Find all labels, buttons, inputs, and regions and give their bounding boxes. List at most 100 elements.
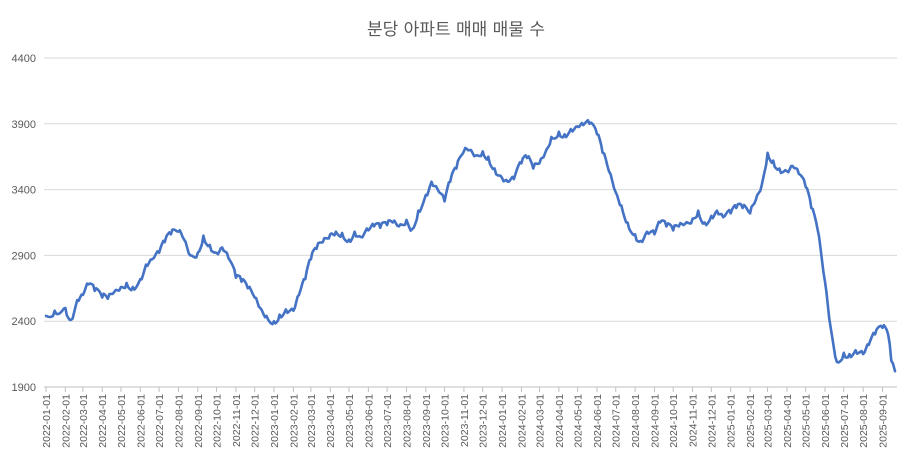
data-point bbox=[329, 234, 331, 236]
data-point bbox=[716, 210, 718, 212]
data-point bbox=[398, 226, 400, 228]
data-point bbox=[285, 309, 287, 311]
data-point bbox=[589, 123, 591, 125]
data-point bbox=[170, 234, 172, 236]
data-point bbox=[298, 294, 300, 296]
data-point bbox=[672, 230, 674, 232]
data-point bbox=[564, 134, 566, 136]
y-tick-label: 1900 bbox=[12, 382, 36, 394]
data-point bbox=[444, 201, 446, 203]
x-tick-label: 2024-08-01 bbox=[630, 394, 642, 448]
data-point bbox=[254, 297, 256, 299]
data-point bbox=[107, 298, 109, 300]
data-point bbox=[164, 241, 166, 243]
x-tick-label: 2025-02-01 bbox=[745, 394, 757, 448]
data-point bbox=[767, 152, 769, 154]
data-point bbox=[558, 131, 560, 133]
x-tick-label: 2025-04-01 bbox=[782, 394, 794, 448]
data-point bbox=[887, 334, 889, 336]
data-point bbox=[779, 168, 781, 170]
data-point bbox=[755, 199, 757, 201]
data-point bbox=[310, 259, 312, 261]
y-tick-label: 3900 bbox=[12, 119, 36, 131]
series-layer bbox=[44, 118, 897, 373]
data-point bbox=[772, 160, 774, 162]
data-point bbox=[843, 352, 845, 354]
data-point bbox=[849, 353, 851, 355]
x-tick-label: 2024-03-01 bbox=[535, 394, 547, 448]
x-tick-label: 2023-08-01 bbox=[401, 394, 413, 448]
x-tick-label: 2022-04-01 bbox=[97, 394, 109, 448]
x-tick-label: 2022-05-01 bbox=[116, 394, 128, 448]
data-point bbox=[151, 259, 153, 261]
data-point bbox=[411, 228, 413, 230]
data-point bbox=[761, 184, 763, 186]
data-point bbox=[646, 231, 648, 233]
data-point bbox=[894, 370, 896, 372]
data-point bbox=[488, 156, 490, 158]
x-tick-label: 2025-08-01 bbox=[858, 394, 870, 448]
x-tick-label: 2025-05-01 bbox=[801, 394, 813, 448]
data-point bbox=[373, 226, 375, 228]
data-point bbox=[615, 191, 617, 193]
data-point bbox=[786, 170, 788, 172]
data-point bbox=[608, 170, 610, 172]
data-point bbox=[469, 149, 471, 151]
data-point bbox=[551, 136, 553, 138]
data-point bbox=[501, 177, 503, 179]
data-point bbox=[260, 307, 262, 309]
x-tick-label: 2024-12-01 bbox=[706, 394, 718, 448]
series-line bbox=[44, 118, 897, 373]
data-point bbox=[335, 231, 337, 233]
data-point bbox=[437, 189, 439, 191]
data-point bbox=[805, 186, 807, 188]
data-point bbox=[570, 128, 572, 130]
x-tick-label: 2023-12-01 bbox=[478, 394, 490, 448]
data-point bbox=[45, 315, 47, 317]
data-point bbox=[140, 278, 142, 280]
x-tick-label: 2025-01-01 bbox=[726, 394, 738, 448]
x-tick-label: 2023-05-01 bbox=[344, 394, 356, 448]
x-tick-label: 2025-06-01 bbox=[820, 394, 832, 448]
data-point bbox=[817, 228, 819, 230]
data-point bbox=[354, 231, 356, 233]
data-point bbox=[228, 257, 230, 259]
data-point bbox=[513, 178, 515, 180]
data-point bbox=[868, 344, 870, 346]
data-point bbox=[456, 168, 458, 170]
x-tick-label: 2022-09-01 bbox=[193, 394, 205, 448]
data-point bbox=[279, 314, 281, 316]
x-tick-label: 2023-11-01 bbox=[459, 394, 471, 447]
x-tick-label: 2024-01-01 bbox=[497, 394, 509, 448]
data-point bbox=[82, 294, 84, 296]
data-point bbox=[544, 152, 546, 154]
x-tick-label: 2023-07-01 bbox=[382, 394, 394, 448]
data-point bbox=[521, 163, 523, 165]
data-point bbox=[145, 264, 147, 266]
x-tick-label: 2024-11-01 bbox=[688, 394, 700, 447]
data-point bbox=[88, 284, 90, 286]
x-tick-label: 2022-11-01 bbox=[231, 394, 243, 447]
data-point bbox=[654, 234, 656, 236]
data-point bbox=[216, 252, 218, 254]
data-point bbox=[293, 310, 295, 312]
data-point bbox=[431, 181, 433, 183]
x-tick-label: 2023-03-01 bbox=[306, 394, 318, 448]
y-axis-ticks: 1900 2400 2900 3400 3900 4400 bbox=[12, 53, 36, 394]
data-point bbox=[360, 236, 362, 238]
data-point bbox=[235, 277, 237, 279]
data-point bbox=[862, 353, 864, 355]
data-point bbox=[178, 231, 180, 233]
data-point bbox=[749, 213, 751, 215]
data-point bbox=[386, 224, 388, 226]
data-point bbox=[666, 226, 668, 228]
data-point bbox=[602, 152, 604, 154]
data-point bbox=[811, 207, 813, 209]
data-point bbox=[583, 124, 585, 126]
data-point bbox=[406, 219, 408, 221]
data-point bbox=[341, 232, 343, 234]
data-point bbox=[882, 327, 884, 329]
data-point bbox=[120, 286, 122, 288]
gridlines bbox=[44, 57, 897, 322]
